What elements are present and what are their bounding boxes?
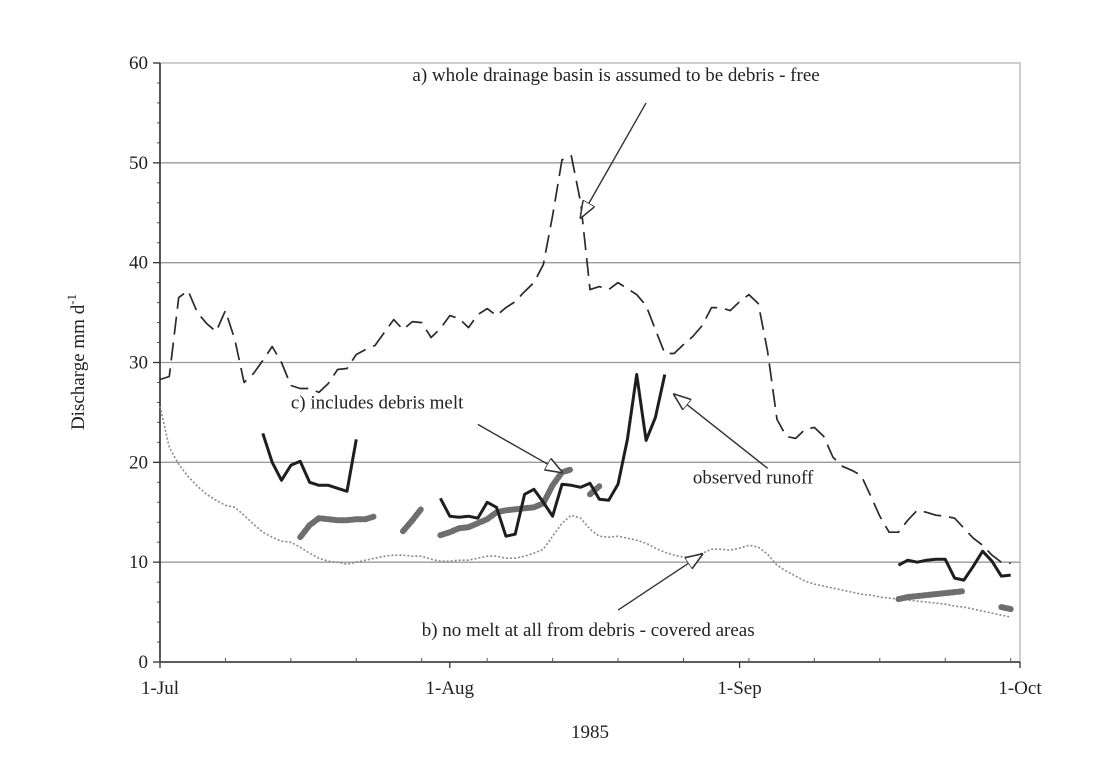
series-observed-line-1	[261, 432, 358, 493]
annotation-c-label: c) includes debris melt	[291, 392, 464, 413]
y-tick-label-0: 0	[139, 652, 149, 673]
x-axis-title: 1985	[571, 722, 609, 743]
series-c-line-3	[437, 466, 575, 539]
y-axis-title: Discharge mm d-1	[64, 294, 89, 430]
x-tick-label-1-Jul: 1-Jul	[141, 678, 179, 699]
y-axis-title-main: Discharge mm d	[68, 304, 89, 430]
x-tick-label-1-Oct: 1-Oct	[998, 678, 1042, 699]
annotation-c-arrow	[477, 423, 562, 472]
series-c-line-6	[998, 604, 1014, 613]
series-observed-line-2	[439, 373, 667, 538]
x-tick-label-1-Sep: 1-Sep	[717, 678, 761, 699]
annotation-b-label: b) no melt at all from debris - covered …	[422, 620, 755, 641]
series-layer	[159, 154, 1014, 618]
y-tick-label-30: 30	[129, 353, 148, 374]
series-b-line	[159, 406, 1011, 618]
gridlines	[160, 162, 1020, 563]
series-a-line	[159, 154, 1011, 565]
y-tick-label-20: 20	[129, 452, 148, 473]
annotation-a-arrow	[581, 102, 647, 218]
axes: 0 10 20 30 40 50 60 1-Jul 1-Aug 1-Sep 1-Oct	[129, 53, 1042, 699]
series-c-line-2	[400, 505, 425, 535]
y-tick-label-40: 40	[129, 253, 148, 274]
annotation-b-arrow	[617, 554, 702, 611]
series-c-line-5	[895, 588, 967, 603]
series-c-line-1	[297, 513, 378, 541]
y-tick-label-10: 10	[129, 552, 148, 573]
annotation-observed-arrow	[674, 394, 769, 469]
y-tick-label-50: 50	[129, 153, 148, 174]
series-observed-line-3	[897, 549, 1011, 582]
x-tick-label-1-Aug: 1-Aug	[426, 678, 475, 699]
annotation-a-label: a) whole drainage basin is assumed to be…	[412, 65, 819, 86]
y-axis-title-superscript: -1	[64, 294, 79, 305]
annotation-observed-label: observed runoff	[693, 467, 814, 488]
y-tick-label-60: 60	[129, 53, 148, 74]
annotation-layer: a) whole drainage basin is assumed to be…	[291, 65, 820, 641]
